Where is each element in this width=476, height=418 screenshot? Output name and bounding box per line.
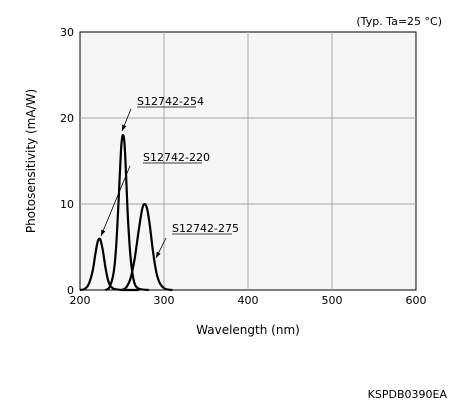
y-tick-label: 0 <box>67 284 74 297</box>
x-tick-label: 300 <box>154 294 175 307</box>
leader-arrowhead <box>122 124 127 131</box>
leader-line <box>100 165 131 237</box>
grid <box>80 32 416 290</box>
series-label: S12742-254 <box>137 95 204 108</box>
series-curve-s12742-254 <box>104 133 149 292</box>
series-curve-s12742-275 <box>121 202 173 292</box>
annotation-s12742-254: S12742-254 <box>121 95 204 132</box>
x-tick-label: 400 <box>238 294 259 307</box>
y-axis-label: Photosensitivity (mA/W) <box>24 89 38 233</box>
document-code: KSPDB0390EA <box>368 388 448 401</box>
series-annotations: S12742-254 S12742-220 S12742-275 <box>100 95 239 259</box>
measurement-conditions: (Typ. Ta=25 °C) <box>356 15 442 28</box>
x-axis-label: Wavelength (nm) <box>196 323 300 337</box>
x-tick-label: 200 <box>70 294 91 307</box>
annotation-s12742-275: S12742-275 <box>155 222 239 259</box>
series-label: S12742-275 <box>172 222 239 235</box>
series-label: S12742-220 <box>143 151 210 164</box>
series-curves <box>79 133 173 292</box>
leader-arrowhead <box>156 251 161 258</box>
x-tick-label: 500 <box>322 294 343 307</box>
leader-arrowhead <box>101 229 106 236</box>
x-tick-label: 600 <box>406 294 427 307</box>
annotation-s12742-220: S12742-220 <box>100 151 210 237</box>
axis-ticks: 200 300 400 500 600 0 10 20 30 <box>60 26 427 307</box>
y-tick-label: 10 <box>60 198 74 211</box>
y-tick-label: 30 <box>60 26 74 39</box>
y-tick-label: 20 <box>60 112 74 125</box>
